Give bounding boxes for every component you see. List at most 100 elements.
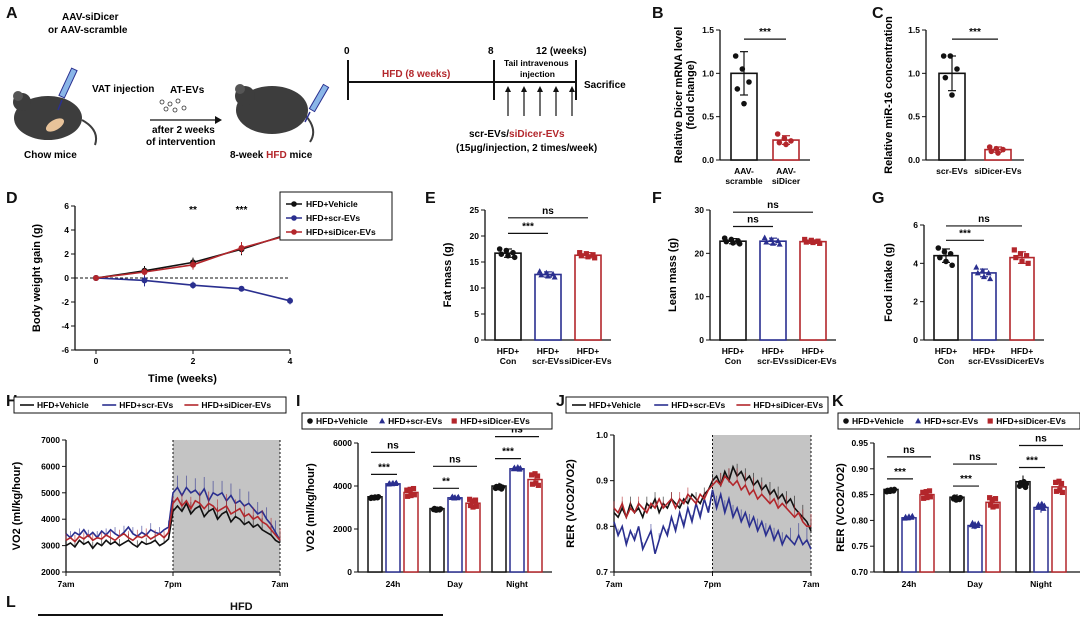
- F-data-point: [763, 238, 770, 245]
- syringe-right-icon: [304, 83, 330, 123]
- F-data-point: [761, 234, 768, 241]
- D-series-line: [95, 232, 291, 279]
- D-y-tick-label: 6: [64, 201, 69, 211]
- B-data-point: [732, 53, 739, 59]
- K-sig-text: ns: [1035, 434, 1047, 445]
- I-legend-marker: [307, 418, 313, 424]
- K-group-label: Day: [967, 579, 983, 589]
- I-y-tick-label: 2000: [333, 524, 352, 534]
- J-x-tick-label: 7am: [605, 579, 622, 589]
- B-y-label: (fold change): [685, 60, 697, 129]
- B-data-point: [774, 131, 781, 137]
- F-category-label: HFD+: [722, 346, 744, 356]
- E-data-point: [585, 254, 591, 260]
- dose-label: (15μg/injection, 2 times/week): [456, 143, 597, 154]
- D-legend-marker: [291, 215, 297, 221]
- panel-e-chart: 0510152025HFD+ConHFD+scr-EVsHFD+siDicer-…: [442, 205, 612, 366]
- E-y-tick-label: 20: [470, 231, 480, 241]
- panel-letter-d: D: [6, 190, 18, 207]
- J-y-tick-label: 0.9: [596, 476, 608, 486]
- J-y-label: RER (VCO2/VO2): [565, 459, 577, 548]
- G-data-point: [979, 267, 986, 274]
- B-sig-text: ***: [759, 27, 771, 38]
- K-sig-text: ***: [894, 467, 906, 478]
- I-sig-text: ns: [387, 440, 399, 451]
- E-data-point: [503, 247, 510, 254]
- H-legend-box: [13, 396, 287, 414]
- I-data-point: [467, 496, 473, 502]
- F-sig-text: ns: [767, 200, 779, 211]
- D-y-tick-label: -2: [61, 297, 69, 307]
- F-data-point: [768, 236, 775, 242]
- H-legend-label: HFD+scr-EVs: [119, 400, 173, 410]
- G-y-tick-label: 2: [913, 297, 918, 307]
- H-y-tick-label: 2000: [41, 567, 60, 577]
- panel-i-chart: 0 2000 4000 6000 *** ns 24h ** ns Day *** ns Night VO…: [301, 412, 553, 589]
- K-data-point: [987, 502, 994, 508]
- D-series-line: [95, 277, 291, 302]
- K-legend-label: HFD+siDicer-EVs: [996, 416, 1066, 426]
- evs-label: scr-EVs/siDicer-EVs: [469, 129, 565, 140]
- C-data-point: [949, 92, 955, 98]
- B-data-point: [741, 100, 747, 107]
- F-data-point: [817, 240, 823, 246]
- F-category-label: scr-EVs: [757, 356, 789, 366]
- I-sig-text: ns: [511, 425, 523, 436]
- K-data-point: [1038, 500, 1045, 507]
- C-category-label: scr-EVs: [936, 166, 968, 176]
- K-data-point: [992, 496, 999, 502]
- vesicles-icon: [159, 98, 187, 113]
- D-x-tick-label: 4: [288, 356, 293, 366]
- I-sig-text: **: [442, 476, 450, 487]
- I-bar: [447, 497, 463, 573]
- C-category-label: siDicer-EVs: [974, 166, 1022, 176]
- G-data-point: [943, 258, 949, 265]
- E-data-point: [583, 251, 589, 257]
- F-y-tick-label: 30: [695, 205, 705, 215]
- H-y-tick-label: 6000: [41, 461, 60, 471]
- H-y-tick-label: 4000: [41, 514, 60, 524]
- B-category-label: siDicer: [772, 176, 801, 186]
- I-data-point: [529, 472, 535, 478]
- K-data-point: [993, 503, 999, 509]
- F-category-label: HFD+: [762, 346, 784, 356]
- B-data-point: [739, 66, 746, 72]
- C-data-point: [1000, 146, 1006, 153]
- K-bar: [949, 496, 965, 573]
- K-data-point: [920, 489, 926, 495]
- G-data-point: [987, 275, 994, 282]
- K-sig-text: ***: [960, 474, 972, 485]
- K-data-point: [1057, 487, 1063, 493]
- I-y-tick-label: 6000: [333, 438, 352, 448]
- I-legend-label: HFD+scr-EVs: [388, 416, 442, 426]
- I-bar: [385, 483, 401, 573]
- E-data-point: [498, 251, 505, 257]
- H-series-line: [65, 496, 281, 543]
- vat-injection-label: VAT injection: [92, 84, 154, 95]
- J-x-tick-label: 7pm: [704, 579, 722, 589]
- F-y-label: Lean mass (g): [667, 238, 679, 312]
- F-sig-text: ns: [747, 214, 759, 225]
- K-data-point: [969, 519, 976, 526]
- C-data-point: [940, 53, 947, 59]
- G-category-label: scr-EVs: [968, 356, 1000, 366]
- panel-c-chart: 0.0 0.5 1.0 1.5 scr-EVs siDicer-EVs *** Relativ…: [883, 16, 1024, 176]
- E-y-tick-label: 10: [470, 283, 480, 293]
- panel-g-chart: 0246HFD+ConHFD+scr-EVsHFD+siDicerEVs***n…: [883, 214, 1044, 366]
- H-y-label: VO2 (ml/kg/hour): [11, 461, 23, 550]
- F-bar: [759, 240, 787, 341]
- I-sig-text: ***: [378, 462, 390, 473]
- I-sig-text: ***: [502, 447, 514, 458]
- E-data-point: [551, 273, 558, 280]
- K-y-tick-label: 0.95: [851, 438, 868, 448]
- I-data-point: [437, 506, 444, 512]
- I-data-point: [407, 486, 413, 492]
- G-y-tick-label: 0: [913, 335, 918, 345]
- K-data-point: [951, 494, 958, 500]
- D-y-tick-label: -6: [61, 345, 69, 355]
- J-legend-label: HFD+Vehicle: [589, 400, 641, 410]
- G-bar: [971, 272, 997, 341]
- I-y-label: VO2 (ml/kg/hour): [305, 463, 317, 552]
- E-bar: [534, 273, 562, 341]
- tail-line2: injection: [520, 69, 555, 79]
